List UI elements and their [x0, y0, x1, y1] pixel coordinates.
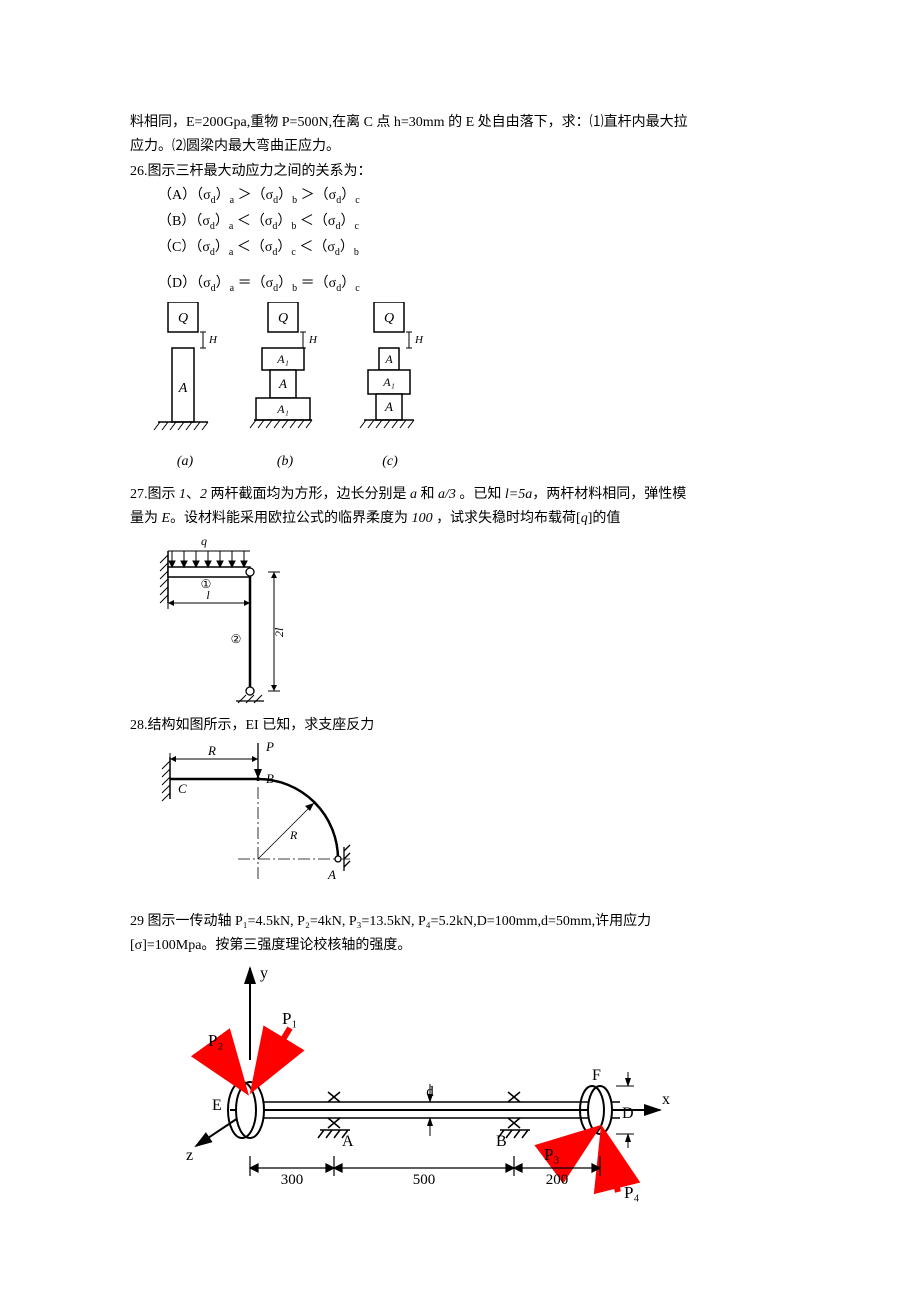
svg-text:y: y [260, 965, 268, 982]
q29-line1: 29 图示一传动轴 P₁=4.5kN, P₂=4kN, P₃=13.5kN, P… [130, 911, 800, 933]
svg-text:R: R [207, 743, 216, 758]
svg-text:E: E [212, 1097, 222, 1114]
svg-text:2l: 2l [272, 627, 286, 637]
svg-text:300: 300 [281, 1172, 304, 1188]
svg-text:R: R [289, 828, 298, 842]
q26-fig-c-label: (c) [382, 451, 398, 473]
svg-text:z: z [186, 1147, 193, 1164]
svg-text:P₁: P₁ [282, 1009, 297, 1028]
q26-fig-a-label: (a) [177, 451, 193, 473]
svg-text:P: P [265, 739, 274, 754]
q26-optC: （C）（σd）a ＜（σd）c ＜（σd）b [158, 237, 800, 261]
svg-text:A: A [327, 867, 336, 882]
q29-line2: [σ]=100Mpa。按第三强度理论校核轴的强度。 [130, 935, 800, 957]
svg-text:D: D [622, 1105, 634, 1122]
q27-line1: 27.图示 1、2 两杆截面均为方形，边长分别是 a 和 a/3 。已知 l=5… [130, 484, 800, 506]
svg-text:x: x [662, 1091, 670, 1108]
q26-fig-b-label: (b) [277, 451, 293, 473]
svg-text:H: H [208, 334, 218, 346]
svg-text:F: F [592, 1067, 601, 1084]
svg-text:A₁: A₁ [382, 375, 395, 389]
q28-prompt: 28.结构如图所示，EI 已知，求支座反力 [130, 715, 800, 737]
q26-optB: （B）（σd）a ＜（σd）b ＜（σd）c [158, 211, 800, 235]
svg-text:P₃: P₃ [544, 1145, 559, 1164]
svg-text:500: 500 [413, 1172, 436, 1188]
svg-text:H: H [308, 334, 318, 346]
q29-figure: y x z E D F A B d P₁ P₂ P₃ [140, 960, 800, 1220]
q28-figure: C R P B R A [150, 739, 800, 909]
svg-text:A: A [384, 352, 393, 366]
q27-line2: 量为 E。设材料能采用欧拉公式的临界柔度为 100 ，试求失稳时均布载荷[q]的… [130, 508, 800, 530]
svg-text:C: C [178, 781, 187, 796]
svg-text:A: A [178, 381, 188, 396]
svg-text:②: ② [231, 632, 242, 646]
svg-text:B: B [496, 1133, 507, 1150]
svg-text:A: A [278, 376, 287, 391]
q25-line1: 料相同，E=200Gpa,重物 P=500N,在离 C 点 h=30mm 的 E… [130, 112, 800, 134]
svg-text:H: H [414, 334, 424, 346]
q27-figure: ① q l ② 2l [150, 533, 800, 713]
q26-fig-c: Q H A A₁ A (c) [350, 302, 430, 473]
q26-fig-b: Q H A₁ A A₁ (b) [240, 302, 330, 473]
svg-text:Q: Q [278, 311, 288, 326]
svg-text:200: 200 [546, 1172, 569, 1188]
q26-optD: （D）（σd）a ＝（σd）b ＝（σd）c [158, 273, 800, 297]
svg-text:A₁: A₁ [276, 352, 289, 366]
svg-text:q: q [201, 534, 207, 548]
q26-fig-a: Q H A (a) [150, 302, 220, 473]
q26-figure: Q H A (a) Q H [150, 302, 800, 473]
svg-text:P₄: P₄ [624, 1183, 639, 1202]
svg-text:Q: Q [178, 311, 188, 326]
svg-text:Q: Q [384, 311, 394, 326]
svg-text:P₂: P₂ [208, 1031, 223, 1050]
svg-text:A: A [342, 1133, 354, 1150]
q26-prompt: 26.图示三杆最大动应力之间的关系为： [130, 161, 800, 183]
svg-text:A: A [384, 399, 393, 414]
svg-text:A₁: A₁ [276, 402, 289, 416]
q26-optA: （A）（σd）a ＞（σd）b ＞（σd）c [158, 185, 800, 209]
q25-line2: 应力。⑵圆梁内最大弯曲正应力。 [130, 136, 800, 158]
